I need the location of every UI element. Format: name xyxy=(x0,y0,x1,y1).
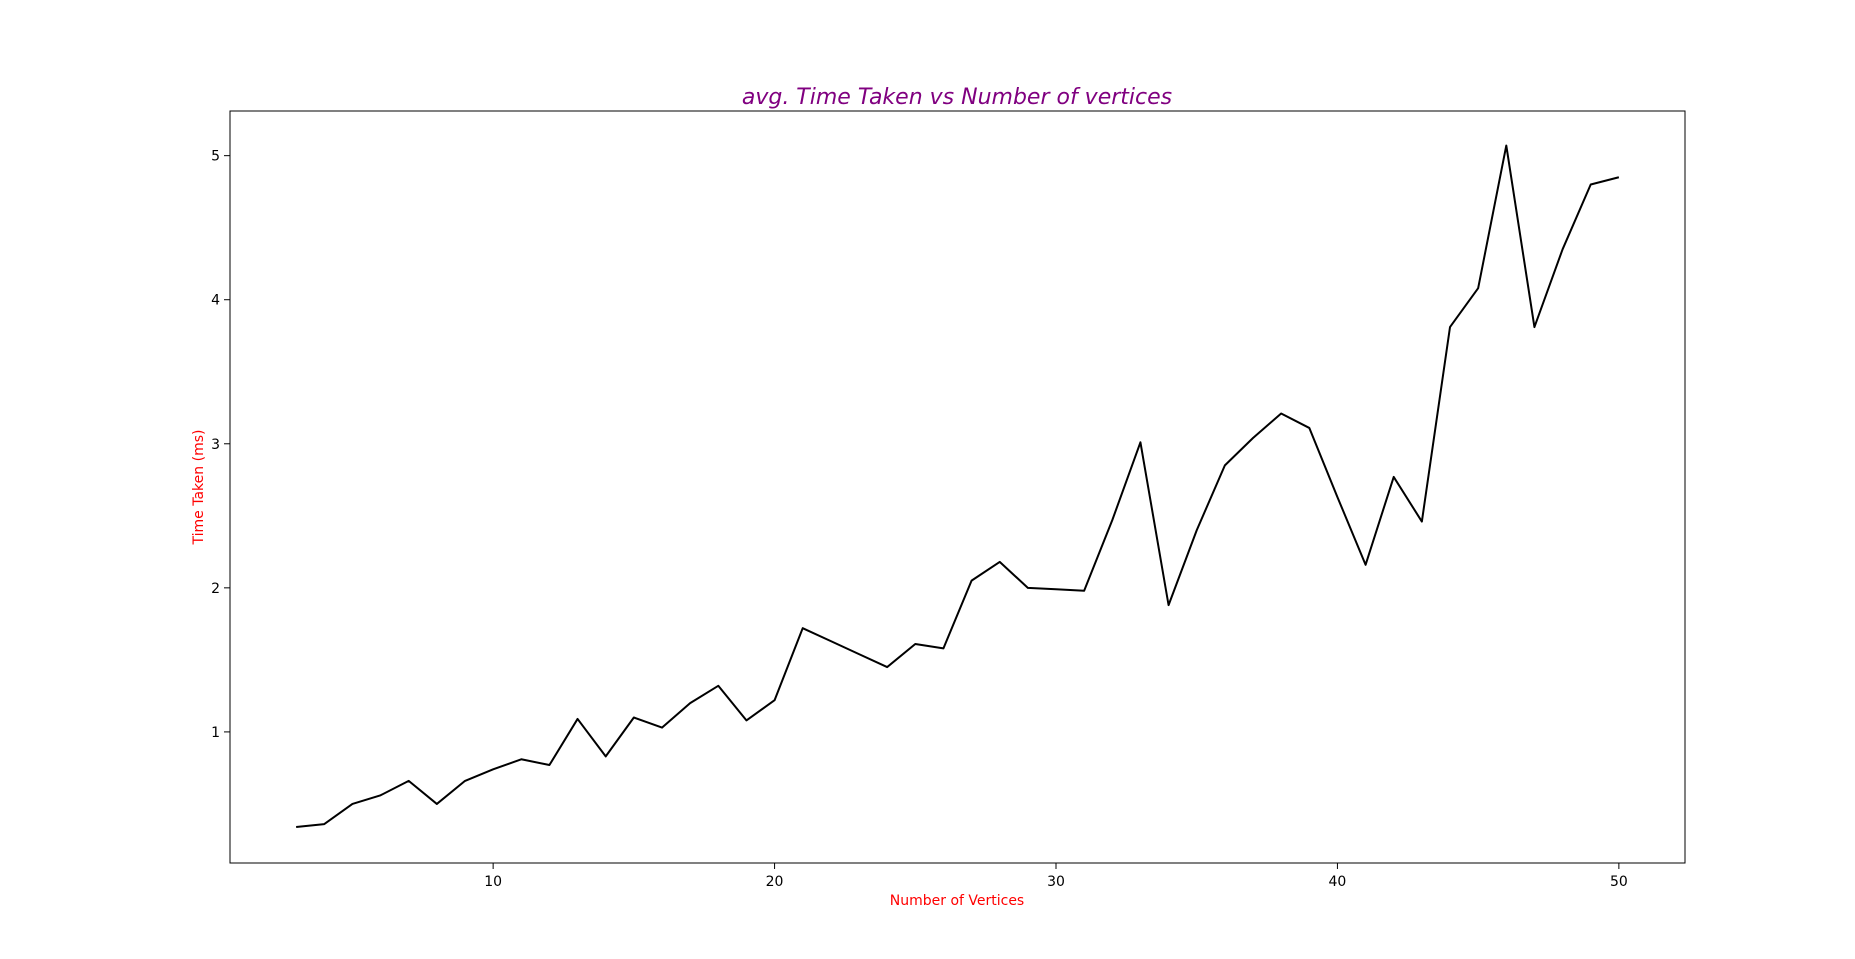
y-tick-label: 5 xyxy=(211,149,220,165)
y-tick-label: 1 xyxy=(211,725,220,741)
plot-area-frame xyxy=(229,110,1686,864)
y-tick-label: 3 xyxy=(211,437,220,453)
chart-title: avg. Time Taken vs Number of vertices xyxy=(742,85,1172,110)
x-tick-label: 30 xyxy=(1047,874,1065,890)
x-axis-label: Number of Vertices xyxy=(890,893,1024,909)
y-tick-label: 2 xyxy=(211,581,220,597)
series-line xyxy=(296,144,1620,828)
x-tick-label: 40 xyxy=(1329,874,1347,890)
x-tick-label: 10 xyxy=(484,874,502,890)
x-axis-ticks: 10 20 30 40 50 xyxy=(484,863,1628,890)
y-axis-ticks: 1 2 3 4 5 xyxy=(211,149,230,741)
y-axis-label: Time Taken (ms) xyxy=(191,430,207,546)
x-tick-label: 50 xyxy=(1610,874,1628,890)
x-tick-label: 20 xyxy=(766,874,784,890)
y-tick-label: 4 xyxy=(211,293,220,309)
